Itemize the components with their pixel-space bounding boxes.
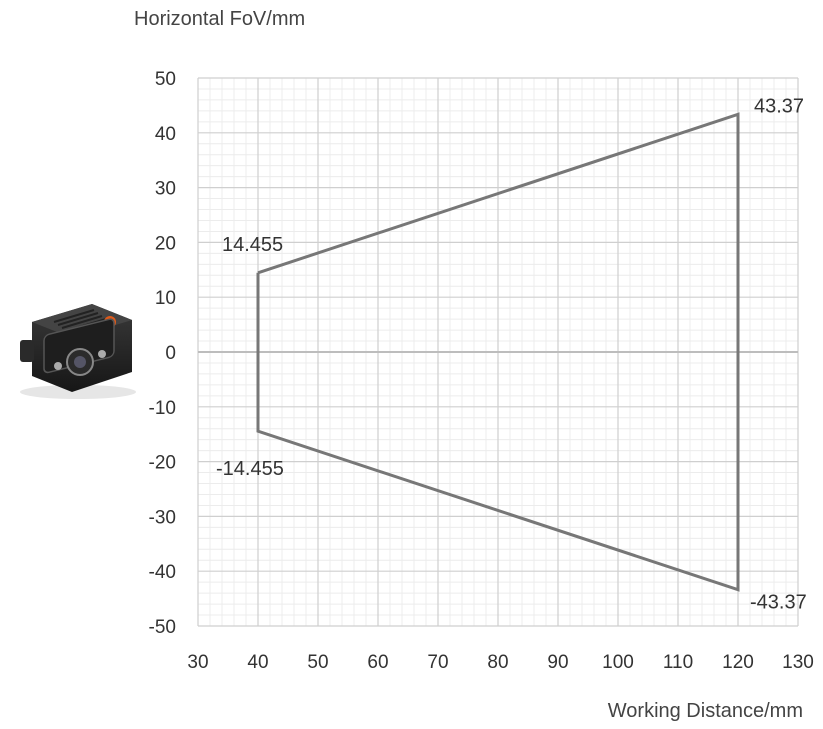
y-tick-label: 10 bbox=[155, 288, 176, 309]
x-tick-label: 130 bbox=[782, 652, 814, 673]
x-tick-label: 60 bbox=[367, 652, 388, 673]
data-label: -14.455 bbox=[216, 458, 284, 480]
x-axis-label: Working Distance/mm bbox=[607, 700, 803, 722]
data-label: -43.37 bbox=[750, 592, 807, 614]
x-tick-label: 80 bbox=[487, 652, 508, 673]
y-tick-label: -10 bbox=[149, 398, 176, 419]
y-axis-label: Horizontal FoV/mm bbox=[134, 8, 306, 30]
y-tick-label: -50 bbox=[149, 617, 176, 638]
x-tick-label: 30 bbox=[187, 652, 208, 673]
x-tick-label: 50 bbox=[307, 652, 328, 673]
y-tick-label: 0 bbox=[165, 343, 176, 364]
y-tick-label: -40 bbox=[149, 562, 176, 583]
x-tick-label: 100 bbox=[602, 652, 634, 673]
y-tick-label: 30 bbox=[155, 179, 176, 200]
x-tick-label: 70 bbox=[427, 652, 448, 673]
x-tick-label: 40 bbox=[247, 652, 268, 673]
x-tick-label: 90 bbox=[547, 652, 568, 673]
y-tick-label: -20 bbox=[149, 453, 176, 474]
x-tick-label: 120 bbox=[722, 652, 754, 673]
data-label: 14.455 bbox=[222, 234, 283, 256]
y-tick-label: 20 bbox=[155, 233, 176, 254]
camera-icon bbox=[20, 304, 136, 399]
y-tick-label: -30 bbox=[149, 507, 176, 528]
y-tick-label: 40 bbox=[155, 124, 176, 145]
x-tick-label: 110 bbox=[663, 652, 693, 673]
y-tick-label: 50 bbox=[155, 69, 176, 90]
data-label: 43.37 bbox=[754, 95, 804, 117]
fov-outline-series bbox=[256, 112, 740, 592]
